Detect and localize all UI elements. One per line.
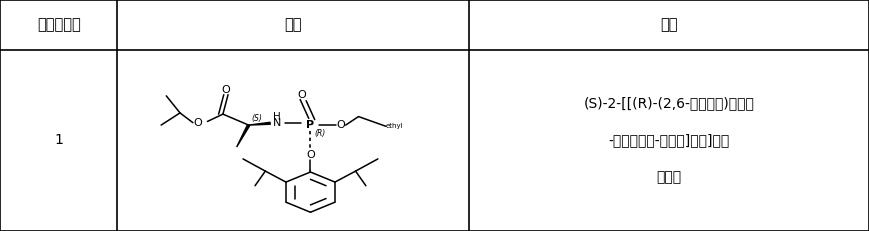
Text: (R): (R) <box>315 128 326 137</box>
Text: O: O <box>194 118 202 128</box>
Text: (S)-2-[[(R)-(2,6-二异丙基)苯氧基: (S)-2-[[(R)-(2,6-二异丙基)苯氧基 <box>584 96 754 110</box>
Text: O: O <box>306 150 315 160</box>
Polygon shape <box>236 125 250 147</box>
Text: O: O <box>221 85 230 95</box>
Text: 命名: 命名 <box>660 17 678 32</box>
Text: 结构: 结构 <box>284 17 302 32</box>
Text: ethyl: ethyl <box>386 123 403 129</box>
Text: H: H <box>273 112 281 122</box>
Text: 异丙酯: 异丙酯 <box>657 170 681 184</box>
Text: 化合物编号: 化合物编号 <box>36 17 81 32</box>
Text: -乙氧基羰基-磷酰基]氨基]丙酸: -乙氧基羰基-磷酰基]氨基]丙酸 <box>608 133 730 147</box>
Text: 1: 1 <box>54 133 63 147</box>
Polygon shape <box>249 122 270 125</box>
Text: O: O <box>336 120 345 130</box>
Text: P: P <box>307 120 315 130</box>
Text: N: N <box>273 118 282 128</box>
Text: (S): (S) <box>252 114 262 123</box>
Text: O: O <box>297 90 306 100</box>
